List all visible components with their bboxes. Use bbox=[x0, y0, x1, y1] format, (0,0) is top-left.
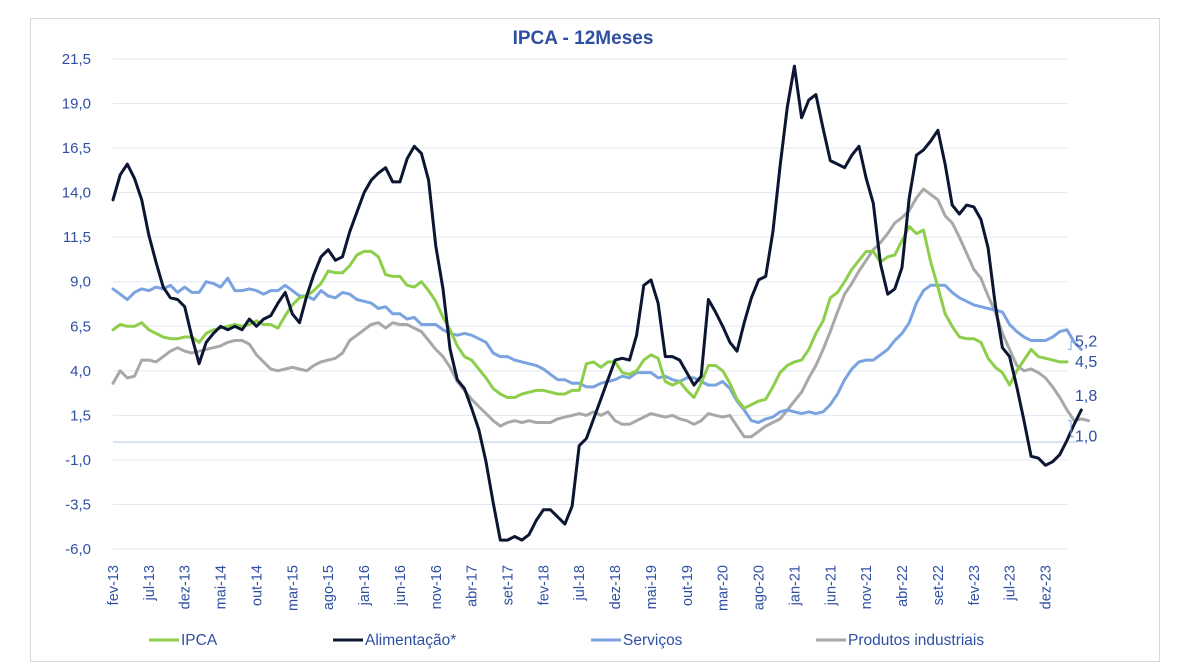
x-tick-label: dez-13 bbox=[178, 565, 194, 609]
legend-label: IPCA bbox=[181, 632, 218, 649]
legend-label: Produtos industriais bbox=[848, 632, 984, 649]
gridlines bbox=[113, 58, 1067, 550]
x-tick-label: nov-21 bbox=[859, 565, 875, 609]
end-label-leader bbox=[1068, 340, 1074, 350]
end-label: 1,8 bbox=[1075, 388, 1097, 405]
x-tick-label: set-17 bbox=[501, 565, 517, 605]
x-tick-label: mai-19 bbox=[644, 565, 660, 609]
legend-label: Alimentação* bbox=[365, 632, 456, 649]
end-labels: 4,5 1,8 5,2 1,0 bbox=[1068, 333, 1097, 446]
x-tick-label: out-19 bbox=[680, 565, 696, 606]
series-line-produtos-industriais bbox=[111, 187, 1090, 439]
y-tick-label: 19,0 bbox=[62, 96, 91, 113]
end-label: 4,5 bbox=[1075, 354, 1097, 371]
x-tick-label: fev-23 bbox=[967, 565, 983, 605]
end-label-leader bbox=[1068, 420, 1074, 438]
y-tick-label: -3,5 bbox=[65, 496, 91, 513]
y-tick-label: 16,5 bbox=[62, 140, 91, 157]
chart-title: IPCA - 12Meses bbox=[513, 28, 654, 49]
y-tick-label: 11,5 bbox=[63, 229, 91, 246]
x-tick-label: nov-16 bbox=[429, 565, 445, 609]
end-label: 5,2 bbox=[1075, 333, 1097, 350]
y-tick-label: -6,0 bbox=[65, 541, 91, 558]
x-tick-label: abr-17 bbox=[465, 565, 481, 607]
x-tick-label: mai-14 bbox=[214, 565, 230, 609]
x-tick-label: jul-18 bbox=[572, 565, 588, 601]
x-tick-label: jan-21 bbox=[787, 565, 803, 606]
x-tick-label: fev-13 bbox=[106, 565, 122, 605]
legend-label: Serviços bbox=[623, 632, 683, 649]
end-label: 1,0 bbox=[1075, 429, 1097, 446]
series-lines bbox=[111, 64, 1090, 542]
y-axis-ticks: 21,5 19,0 16,5 14,0 11,5 9,0 6,5 4,0 1,5 -1,0 -3,5… bbox=[62, 51, 91, 558]
series-line-servi-os bbox=[111, 276, 1083, 424]
x-tick-label: ago-20 bbox=[752, 565, 768, 610]
series-line-alimenta-o- bbox=[111, 64, 1083, 542]
x-tick-label: jul-13 bbox=[142, 565, 158, 601]
x-tick-label: dez-23 bbox=[1038, 565, 1054, 609]
series-line-ipca bbox=[111, 225, 1069, 410]
y-tick-label: 14,0 bbox=[62, 185, 91, 202]
x-axis-ticks: fev-13 jul-13 dez-13 mai-14 out-14 mar-15 ago-… bbox=[106, 565, 1054, 611]
x-tick-label: dez-18 bbox=[608, 565, 624, 609]
x-tick-label: jun-21 bbox=[823, 565, 839, 606]
x-tick-label: abr-22 bbox=[895, 565, 911, 607]
x-tick-label: mar-15 bbox=[285, 565, 301, 611]
y-tick-label: 9,0 bbox=[70, 274, 91, 291]
x-tick-label: ago-15 bbox=[321, 565, 337, 610]
x-tick-label: jul-23 bbox=[1003, 565, 1019, 601]
x-tick-label: set-22 bbox=[931, 565, 947, 605]
legend: IPCA Alimentação* Serviços Produtos industr… bbox=[149, 632, 984, 649]
x-tick-label: jun-16 bbox=[393, 565, 409, 606]
y-tick-label: 4,0 bbox=[70, 363, 91, 380]
x-tick-label: jan-16 bbox=[357, 565, 373, 606]
x-tick-label: mar-20 bbox=[716, 565, 732, 611]
y-tick-label: 21,5 bbox=[62, 51, 91, 68]
chart-frame: IPCA - 12Meses 21,5 19,0 16,5 14,0 11,5 9,0 6,… bbox=[30, 18, 1160, 662]
y-tick-label: 1,5 bbox=[70, 407, 91, 424]
x-tick-label: fev-18 bbox=[536, 565, 552, 605]
x-tick-label: out-14 bbox=[249, 565, 265, 606]
y-tick-label: 6,5 bbox=[70, 318, 91, 335]
ipca-line-chart: IPCA - 12Meses 21,5 19,0 16,5 14,0 11,5 9,0 6,… bbox=[62, 28, 1098, 649]
y-tick-label: -1,0 bbox=[65, 452, 91, 469]
